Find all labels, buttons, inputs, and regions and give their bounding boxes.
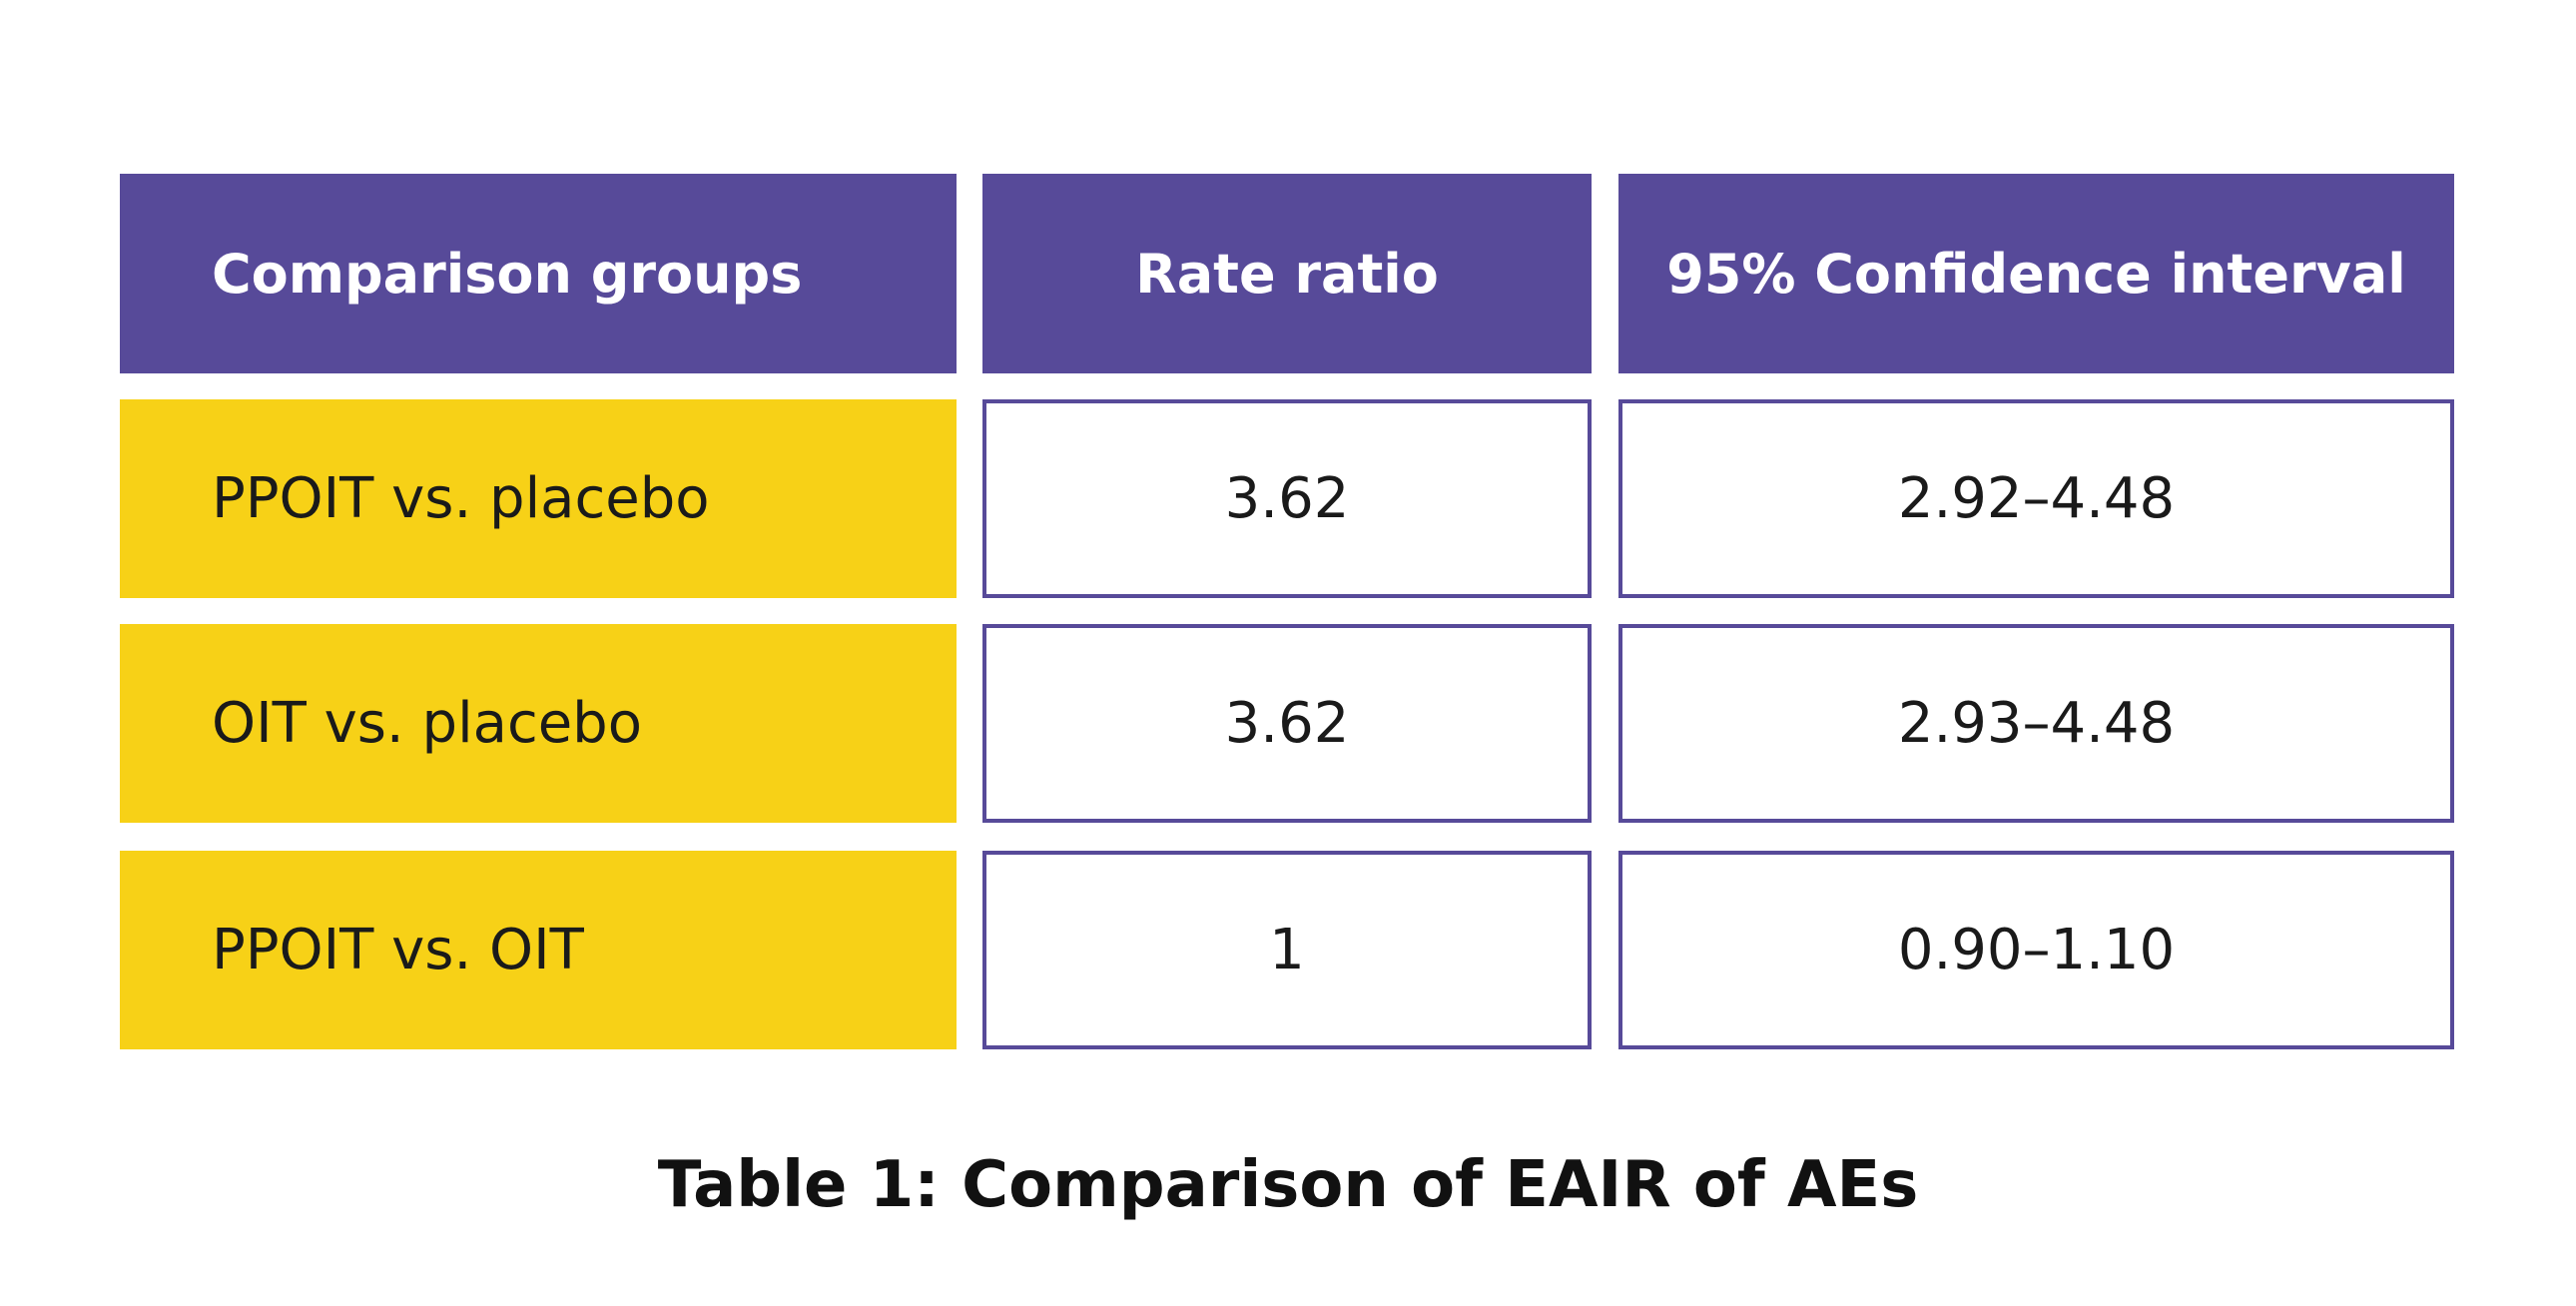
header-cell: 95% Confidence interval — [1618, 174, 2454, 373]
row-label: OIT vs. placebo — [120, 624, 957, 823]
row-label: PPOIT vs. OIT — [120, 851, 957, 1049]
caption: Table 1: Comparison of EAIR of AEs — [657, 1148, 1919, 1222]
value-cell: 3.62 — [982, 399, 1592, 598]
header-cell: Rate ratio — [982, 174, 1592, 373]
value-cell: 1 — [982, 851, 1592, 1049]
row-label: PPOIT vs. placebo — [120, 399, 957, 598]
value-cell: 3.62 — [982, 624, 1592, 823]
header-cell: Comparison groups — [120, 174, 957, 373]
value-cell: 2.92–4.48 — [1618, 399, 2454, 598]
value-cell: 0.90–1.10 — [1618, 851, 2454, 1049]
value-cell: 2.93–4.48 — [1618, 624, 2454, 823]
